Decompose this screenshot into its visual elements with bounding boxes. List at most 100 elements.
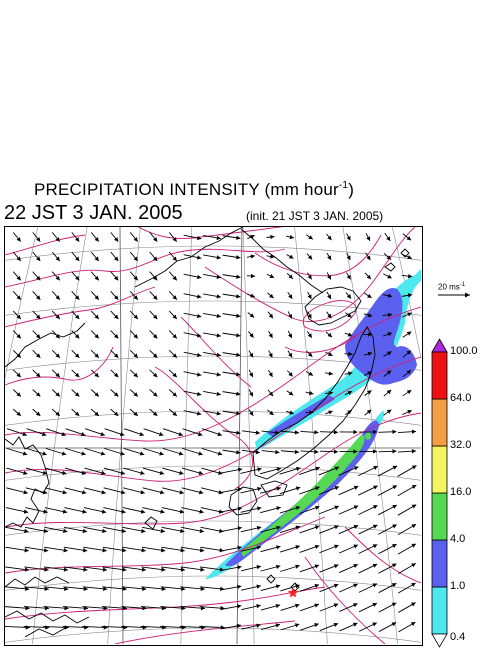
parallel-line [5, 300, 421, 316]
wind-vector-arrow [123, 428, 145, 437]
wind-vector-arrow [103, 507, 126, 514]
wind-vector-arrow [299, 583, 320, 592]
wind-vector-arrow [110, 290, 119, 301]
wind-vector-arrow [357, 465, 379, 477]
coastline [228, 486, 258, 516]
wind-vector-arrow [326, 311, 332, 319]
wind-vector-arrow [383, 409, 392, 416]
wind-vector-arrow [325, 331, 333, 338]
wind-vector-arrow [287, 370, 293, 377]
wind-vector-arrow [110, 251, 119, 262]
wind-vector-arrow [201, 428, 223, 437]
wind-vector-arrow [339, 603, 358, 612]
wind-vector-arrow [222, 235, 241, 240]
wind-vector-arrow [142, 487, 165, 495]
wind-vector-arrow [221, 604, 242, 610]
precip-field [205, 269, 421, 579]
wind-vector-arrow [259, 486, 282, 494]
colorbar-segment [431, 398, 448, 447]
wind-vector-arrow [344, 409, 353, 416]
wind-vector-arrow [32, 349, 41, 359]
wind-vector-arrow [183, 273, 202, 280]
wind-vector-arrow [260, 506, 281, 514]
wind-vector-arrow [129, 349, 139, 359]
wind-vector-arrow [319, 603, 339, 612]
wind-vector-arrow [12, 389, 22, 397]
wind-vector-arrow [240, 506, 262, 513]
wind-vector-arrow [84, 428, 106, 437]
wind-vectors [5, 232, 417, 633]
wind-vector-arrow [162, 447, 184, 456]
coastline [134, 227, 244, 288]
wind-vector-arrow [45, 447, 67, 456]
wind-vector-arrow [364, 272, 372, 280]
wind-vector-arrow [90, 349, 100, 359]
wind-vector-arrow [82, 586, 108, 592]
wind-vector-arrow [222, 313, 241, 318]
wind-vector-arrow [90, 408, 100, 417]
wind-vector-arrow [199, 566, 225, 572]
wind-vector-arrow [90, 271, 100, 281]
wind-vector-arrow [90, 232, 100, 242]
wind-vector-arrow [305, 390, 314, 396]
wind-vector-arrow [181, 467, 204, 475]
wind-vector-arrow [240, 467, 262, 474]
wind-vector-arrow [203, 351, 221, 358]
wind-vector-arrow [318, 466, 340, 476]
isobar-contour [137, 227, 284, 239]
wind-vector-arrow [402, 369, 412, 378]
wind-vector-arrow [222, 352, 241, 357]
wind-vector-arrow [71, 369, 80, 378]
wind-vector-arrow [51, 290, 61, 301]
wind-vector-arrow [141, 586, 166, 592]
wind-vector-arrow [363, 332, 373, 337]
wind-vector-arrow [25, 507, 48, 514]
wind-vector-arrow [402, 331, 412, 338]
wind-vector-arrow [183, 332, 202, 338]
wind-vector-arrow [358, 622, 378, 632]
wind-vector-arrow [161, 546, 185, 553]
wind-vector-arrow [168, 330, 178, 339]
wind-vector-arrow [377, 504, 398, 516]
wind-vector-arrow [183, 371, 202, 377]
wind-vector-arrow [71, 389, 80, 397]
isobar-contour [284, 334, 358, 353]
isobar-contour [5, 346, 114, 386]
wind-vector-arrow [149, 271, 158, 281]
wind-vector-arrow [383, 351, 392, 357]
wind-vector-arrow [90, 310, 100, 320]
wind-vector-arrow [260, 545, 281, 553]
wind-vector-arrow [307, 311, 312, 319]
wind-vector-arrow [358, 602, 378, 613]
wind-vector-arrow [401, 293, 413, 298]
isobar-contour [5, 248, 286, 288]
wind-vector-arrow [24, 546, 49, 553]
wind-vector-arrow [305, 234, 314, 240]
wind-vector-arrow [24, 566, 49, 572]
wind-reference-label: 20 ms-1 [438, 282, 465, 292]
wind-vector-arrow [319, 583, 339, 593]
coastlines [5, 227, 410, 638]
wind-vector-arrow [241, 623, 261, 630]
wind-vector-arrow [162, 467, 184, 475]
wind-vector-arrow [71, 290, 80, 301]
wind-vector-arrow [110, 271, 119, 281]
wind-vector-arrow [305, 371, 314, 376]
wind-vector-arrow [63, 566, 88, 572]
wind-vector-arrow [203, 410, 221, 416]
wind-vector-arrow [32, 330, 41, 339]
wind-vector-arrow [401, 273, 413, 279]
colorbar-tick-label: 32.0 [450, 439, 472, 451]
wind-vector-arrow [268, 350, 273, 358]
wind-vector-arrow [248, 389, 254, 397]
wind-vector-arrow [51, 232, 61, 242]
wind-vector-arrow [203, 332, 221, 338]
wind-vector-arrow [149, 349, 158, 359]
wind-vector-arrow [32, 290, 41, 301]
wind-vector-arrow [5, 625, 30, 630]
wind-vector-arrow [279, 505, 301, 514]
wind-vector-arrow [268, 369, 273, 378]
wind-vector-arrow [24, 586, 49, 592]
colorbar-under-triangle [431, 633, 448, 648]
wind-vector-arrow [365, 252, 371, 261]
